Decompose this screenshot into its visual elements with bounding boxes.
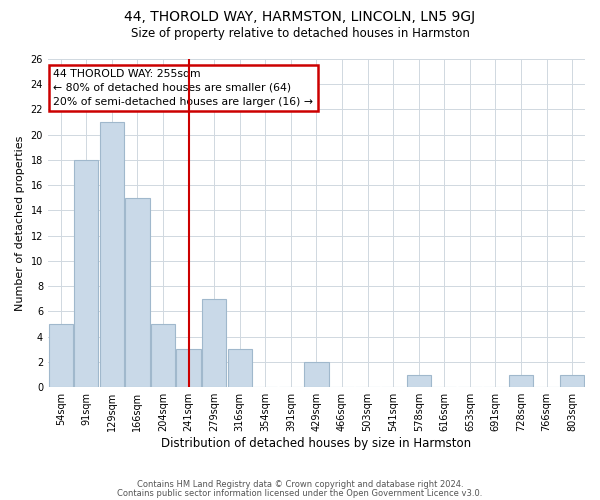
Text: Contains public sector information licensed under the Open Government Licence v3: Contains public sector information licen… bbox=[118, 488, 482, 498]
Bar bbox=[509, 374, 533, 387]
Bar bbox=[100, 122, 124, 387]
Bar bbox=[151, 324, 175, 387]
Text: Contains HM Land Registry data © Crown copyright and database right 2024.: Contains HM Land Registry data © Crown c… bbox=[137, 480, 463, 489]
Text: Size of property relative to detached houses in Harmston: Size of property relative to detached ho… bbox=[131, 28, 469, 40]
Bar bbox=[74, 160, 98, 387]
Bar bbox=[49, 324, 73, 387]
Bar bbox=[227, 350, 252, 387]
Bar bbox=[407, 374, 431, 387]
Y-axis label: Number of detached properties: Number of detached properties bbox=[15, 136, 25, 311]
Text: 44, THOROLD WAY, HARMSTON, LINCOLN, LN5 9GJ: 44, THOROLD WAY, HARMSTON, LINCOLN, LN5 … bbox=[124, 10, 476, 24]
Bar bbox=[125, 198, 149, 387]
Text: 44 THOROLD WAY: 255sqm
← 80% of detached houses are smaller (64)
20% of semi-det: 44 THOROLD WAY: 255sqm ← 80% of detached… bbox=[53, 69, 313, 107]
Bar bbox=[560, 374, 584, 387]
Bar bbox=[176, 350, 201, 387]
X-axis label: Distribution of detached houses by size in Harmston: Distribution of detached houses by size … bbox=[161, 437, 472, 450]
Bar bbox=[202, 299, 226, 387]
Bar bbox=[304, 362, 329, 387]
